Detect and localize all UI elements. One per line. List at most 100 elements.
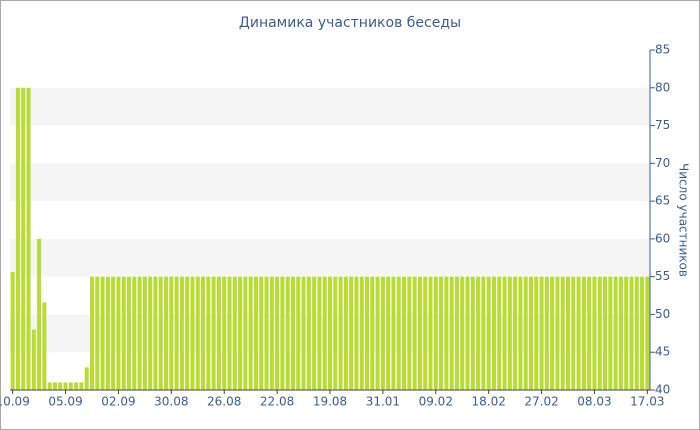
bar xyxy=(327,276,333,390)
bar xyxy=(243,276,248,390)
bar xyxy=(116,276,121,390)
bar xyxy=(95,276,100,390)
bar xyxy=(31,329,36,390)
bar xyxy=(211,276,216,390)
bar xyxy=(280,276,285,390)
bar xyxy=(581,276,586,390)
bar xyxy=(449,276,454,390)
y-tick-label: 60 xyxy=(655,231,670,245)
bar xyxy=(460,276,465,390)
bar xyxy=(306,276,311,390)
bar xyxy=(454,276,459,390)
bar xyxy=(523,276,528,390)
bar xyxy=(417,276,422,390)
bar xyxy=(370,276,375,390)
bar xyxy=(391,276,396,390)
x-tick-label: 18.02 xyxy=(471,395,505,409)
bar xyxy=(216,276,221,390)
x-tick-label: 31.01 xyxy=(366,395,400,409)
bar xyxy=(100,276,105,390)
bar xyxy=(148,276,153,390)
x-tick-label: 10.09 xyxy=(0,395,30,409)
y-axis-label: Число участников xyxy=(677,163,691,277)
bar xyxy=(111,276,116,390)
bar xyxy=(301,276,306,390)
bar xyxy=(52,382,57,390)
bar xyxy=(158,276,163,390)
bar xyxy=(645,276,650,390)
bar xyxy=(343,276,348,390)
bar xyxy=(37,238,42,390)
bar xyxy=(269,276,274,390)
x-tick-label: 05.09 xyxy=(48,395,82,409)
bar xyxy=(555,276,560,390)
bar xyxy=(375,276,380,390)
bar xyxy=(412,276,417,390)
y-tick-label: 45 xyxy=(655,345,670,359)
bar xyxy=(444,276,449,390)
bar xyxy=(15,87,20,391)
bar xyxy=(465,276,470,390)
bar xyxy=(179,276,184,390)
bar xyxy=(534,276,539,390)
bar xyxy=(259,276,264,390)
bar xyxy=(608,276,613,390)
bar xyxy=(513,276,518,390)
bar xyxy=(491,276,496,390)
bar xyxy=(624,276,629,390)
bar xyxy=(402,276,407,390)
bar xyxy=(618,276,623,390)
bar xyxy=(428,276,433,390)
bar xyxy=(169,276,174,390)
bar xyxy=(290,276,295,390)
bar xyxy=(544,276,549,390)
bar xyxy=(407,276,412,390)
bar xyxy=(528,276,534,390)
bar xyxy=(365,276,370,390)
bar xyxy=(640,276,645,390)
bar xyxy=(576,276,581,390)
bar xyxy=(603,276,608,390)
bar xyxy=(253,276,258,390)
bar xyxy=(126,276,132,390)
x-tick-label: 22.08 xyxy=(260,395,294,409)
bar xyxy=(349,276,354,390)
bar xyxy=(89,276,94,390)
bar xyxy=(201,276,206,390)
y-tick-label: 55 xyxy=(655,269,670,283)
bar xyxy=(423,276,428,390)
x-tick-label: 19.08 xyxy=(313,395,347,409)
bar xyxy=(317,276,322,390)
bar xyxy=(79,382,84,390)
bar xyxy=(486,276,491,390)
bar xyxy=(174,276,179,390)
bar xyxy=(566,276,571,390)
bar xyxy=(164,276,169,390)
x-tick-label: 02.09 xyxy=(101,395,135,409)
bar xyxy=(587,276,592,390)
bar xyxy=(190,276,195,390)
bar xyxy=(232,276,237,390)
bar xyxy=(142,276,147,390)
bar xyxy=(634,276,639,390)
bar xyxy=(507,276,512,390)
bar xyxy=(132,276,137,390)
bar xyxy=(42,302,47,390)
bar xyxy=(47,382,52,390)
bar xyxy=(550,276,555,390)
bar xyxy=(68,382,73,390)
grid-band xyxy=(10,163,650,202)
bar xyxy=(285,276,290,390)
bar xyxy=(396,276,401,390)
x-tick-label: 17.03 xyxy=(630,395,664,409)
bar xyxy=(629,276,634,390)
bar xyxy=(560,276,565,390)
bar xyxy=(597,276,602,390)
y-tick-label: 40 xyxy=(655,383,670,397)
bar xyxy=(433,276,438,390)
bar xyxy=(185,276,190,390)
bar xyxy=(206,276,211,390)
bar xyxy=(518,276,523,390)
bar xyxy=(296,276,301,390)
